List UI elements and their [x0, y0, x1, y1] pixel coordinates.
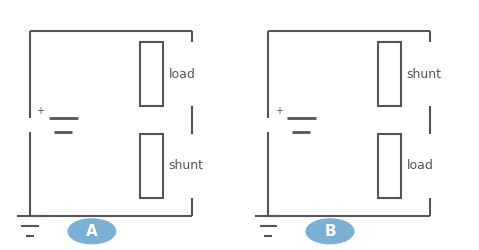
Text: shunt: shunt [407, 68, 442, 81]
Circle shape [306, 219, 354, 244]
Circle shape [68, 219, 116, 244]
Text: shunt: shunt [169, 159, 204, 172]
Text: load: load [407, 159, 433, 172]
Text: +: + [274, 106, 283, 116]
Bar [378, 134, 401, 198]
Text: A: A [86, 224, 98, 239]
Bar [378, 42, 401, 106]
Bar [140, 134, 163, 198]
Bar [140, 42, 163, 106]
Text: load: load [169, 68, 195, 81]
Text: +: + [36, 106, 45, 116]
Text: B: B [324, 224, 336, 239]
